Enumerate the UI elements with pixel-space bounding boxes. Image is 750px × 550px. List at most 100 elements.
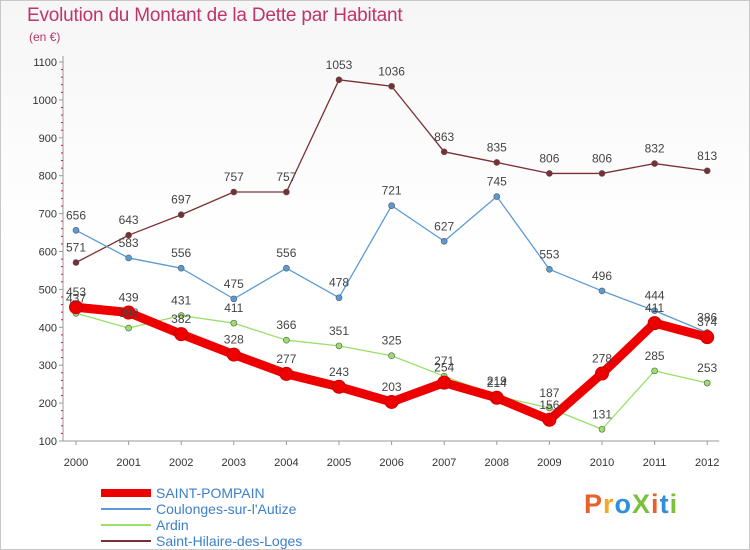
data-point (440, 237, 448, 245)
data-label: 571 (66, 240, 86, 254)
data-point (493, 193, 501, 200)
data-point (388, 352, 395, 360)
data-point (440, 148, 448, 156)
data-point (230, 295, 238, 303)
data-label: 254 (434, 361, 454, 375)
data-label: 351 (329, 324, 349, 338)
point-labels: 571 643 697 757 757 1053 1036 863 835 806 806 832 81… (66, 58, 718, 421)
data-point (177, 264, 185, 272)
data-point (230, 188, 238, 196)
data-label: 475 (224, 277, 244, 291)
x-tick-label: 2012 (695, 457, 719, 469)
data-point (651, 307, 658, 314)
data-point (437, 375, 452, 390)
data-label: 398 (119, 306, 139, 320)
data-label: 556 (171, 246, 191, 260)
brand-letter: X (632, 489, 652, 519)
y-tick-label: 1100 (33, 57, 57, 69)
data-label: 285 (645, 349, 665, 363)
brand-letter: P (584, 489, 604, 519)
series-points (69, 76, 715, 433)
data-label: 697 (171, 193, 191, 207)
axes: 100 200 300 400 500 600 700 800 900 1000 1100 2000 2… (33, 56, 719, 469)
data-label: 411 (645, 301, 664, 315)
brand-logo: ProXiti (584, 489, 678, 520)
data-label: 277 (276, 352, 296, 366)
data-point (546, 404, 553, 412)
data-point (125, 254, 132, 262)
y-tick-label: 900 (39, 133, 57, 145)
data-point (177, 211, 185, 219)
brand-letter: i (651, 489, 660, 519)
data-label: 187 (539, 386, 559, 400)
data-point (332, 379, 346, 394)
x-tick-label: 2002 (169, 457, 193, 469)
data-label: 431 (171, 294, 191, 308)
y-tick-label: 1000 (33, 95, 57, 107)
data-label: 374 (697, 315, 717, 329)
data-label: 219 (487, 374, 507, 388)
data-label: 325 (382, 334, 402, 348)
legend-swatch (101, 524, 151, 526)
data-point (177, 312, 185, 319)
data-label: 439 (119, 291, 139, 305)
data-point (598, 287, 606, 295)
data-point (226, 347, 241, 362)
data-point (283, 264, 290, 272)
line-chart: 100 200 300 400 500 600 700 800 900 1000 1100 2000 2… (33, 56, 719, 469)
data-label: 386 (697, 311, 717, 325)
data-point (335, 342, 343, 350)
legend-swatch (101, 540, 151, 542)
data-label: 643 (119, 213, 139, 227)
data-label: 813 (697, 149, 717, 163)
data-point (125, 324, 132, 332)
x-tick-label: 2006 (379, 457, 403, 469)
data-point (598, 425, 606, 433)
data-label: 863 (434, 130, 454, 144)
data-label: 627 (434, 219, 454, 233)
data-point (489, 390, 504, 405)
data-label: 496 (592, 269, 612, 283)
data-point (283, 188, 290, 196)
legend-label: Ardin (156, 517, 189, 533)
brand-letter: i (669, 489, 679, 519)
data-point (283, 336, 290, 344)
legend-label: Saint-Hilaire-des-Loges (156, 533, 303, 549)
data-label: 757 (224, 170, 244, 184)
x-tick-label: 2004 (274, 457, 298, 469)
x-tick-label: 2005 (327, 457, 351, 469)
data-label: 214 (487, 376, 507, 390)
legend-swatch (101, 489, 151, 497)
legend-label: SAINT-POMPAIN (156, 485, 265, 501)
data-point (279, 366, 294, 381)
data-label: 271 (434, 354, 454, 368)
data-label: 382 (171, 312, 191, 326)
data-point (174, 327, 189, 342)
chart-title: Evolution du Montant de la Dette par Hab… (27, 5, 403, 26)
x-tick-label: 2009 (537, 457, 561, 469)
data-point (651, 367, 658, 375)
data-point (335, 76, 343, 84)
data-label: 806 (592, 151, 612, 165)
data-label: 478 (329, 276, 349, 290)
data-label: 156 (539, 398, 559, 412)
data-point (125, 231, 132, 239)
y-tick-label: 700 (39, 209, 57, 221)
data-label: 656 (66, 208, 86, 222)
y-tick-label: 600 (39, 247, 57, 259)
data-label: 1053 (326, 58, 353, 72)
legend-swatch (101, 508, 151, 510)
data-label: 1036 (378, 64, 405, 78)
data-point (595, 366, 609, 381)
data-label: 757 (276, 170, 296, 184)
x-tick-label: 2011 (643, 457, 667, 469)
data-label: 453 (66, 285, 86, 299)
data-point (121, 305, 136, 320)
data-point (388, 202, 395, 209)
x-tick-label: 2008 (485, 457, 509, 469)
x-tick-label: 2001 (116, 457, 140, 469)
data-label: 745 (487, 175, 507, 189)
data-label: 806 (539, 151, 559, 165)
data-point (72, 226, 80, 234)
data-label: 411 (224, 301, 243, 315)
